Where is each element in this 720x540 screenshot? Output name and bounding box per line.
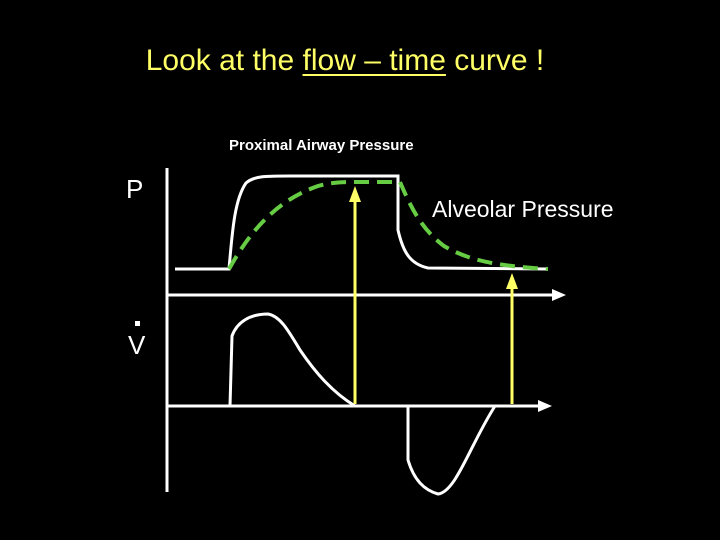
title-suffix: curve ! bbox=[445, 44, 545, 77]
proximal-pressure-label: Proximal Airway Pressure bbox=[229, 137, 414, 154]
flow-axis-arrowhead bbox=[538, 400, 552, 412]
alveolar-pressure-label: Alveolar Pressure bbox=[432, 196, 614, 222]
pressure-axis-arrowhead bbox=[552, 289, 566, 301]
slide-title: Look at the flow – time curve ! bbox=[0, 44, 690, 78]
proximal-pressure-curve bbox=[175, 174, 549, 271]
end-inspiration-arrowhead bbox=[349, 186, 361, 202]
title-prefix: Look at the bbox=[145, 44, 303, 77]
title-underlined: flow – time bbox=[302, 44, 446, 77]
flow-axis-label: V bbox=[128, 330, 146, 360]
flow-curve bbox=[228, 312, 497, 496]
alveolar-pressure-curve bbox=[227, 180, 549, 271]
pressure-axis-label: P bbox=[126, 174, 144, 204]
flow-dot-mark bbox=[135, 321, 140, 326]
end-expiration-arrowhead bbox=[506, 273, 518, 289]
